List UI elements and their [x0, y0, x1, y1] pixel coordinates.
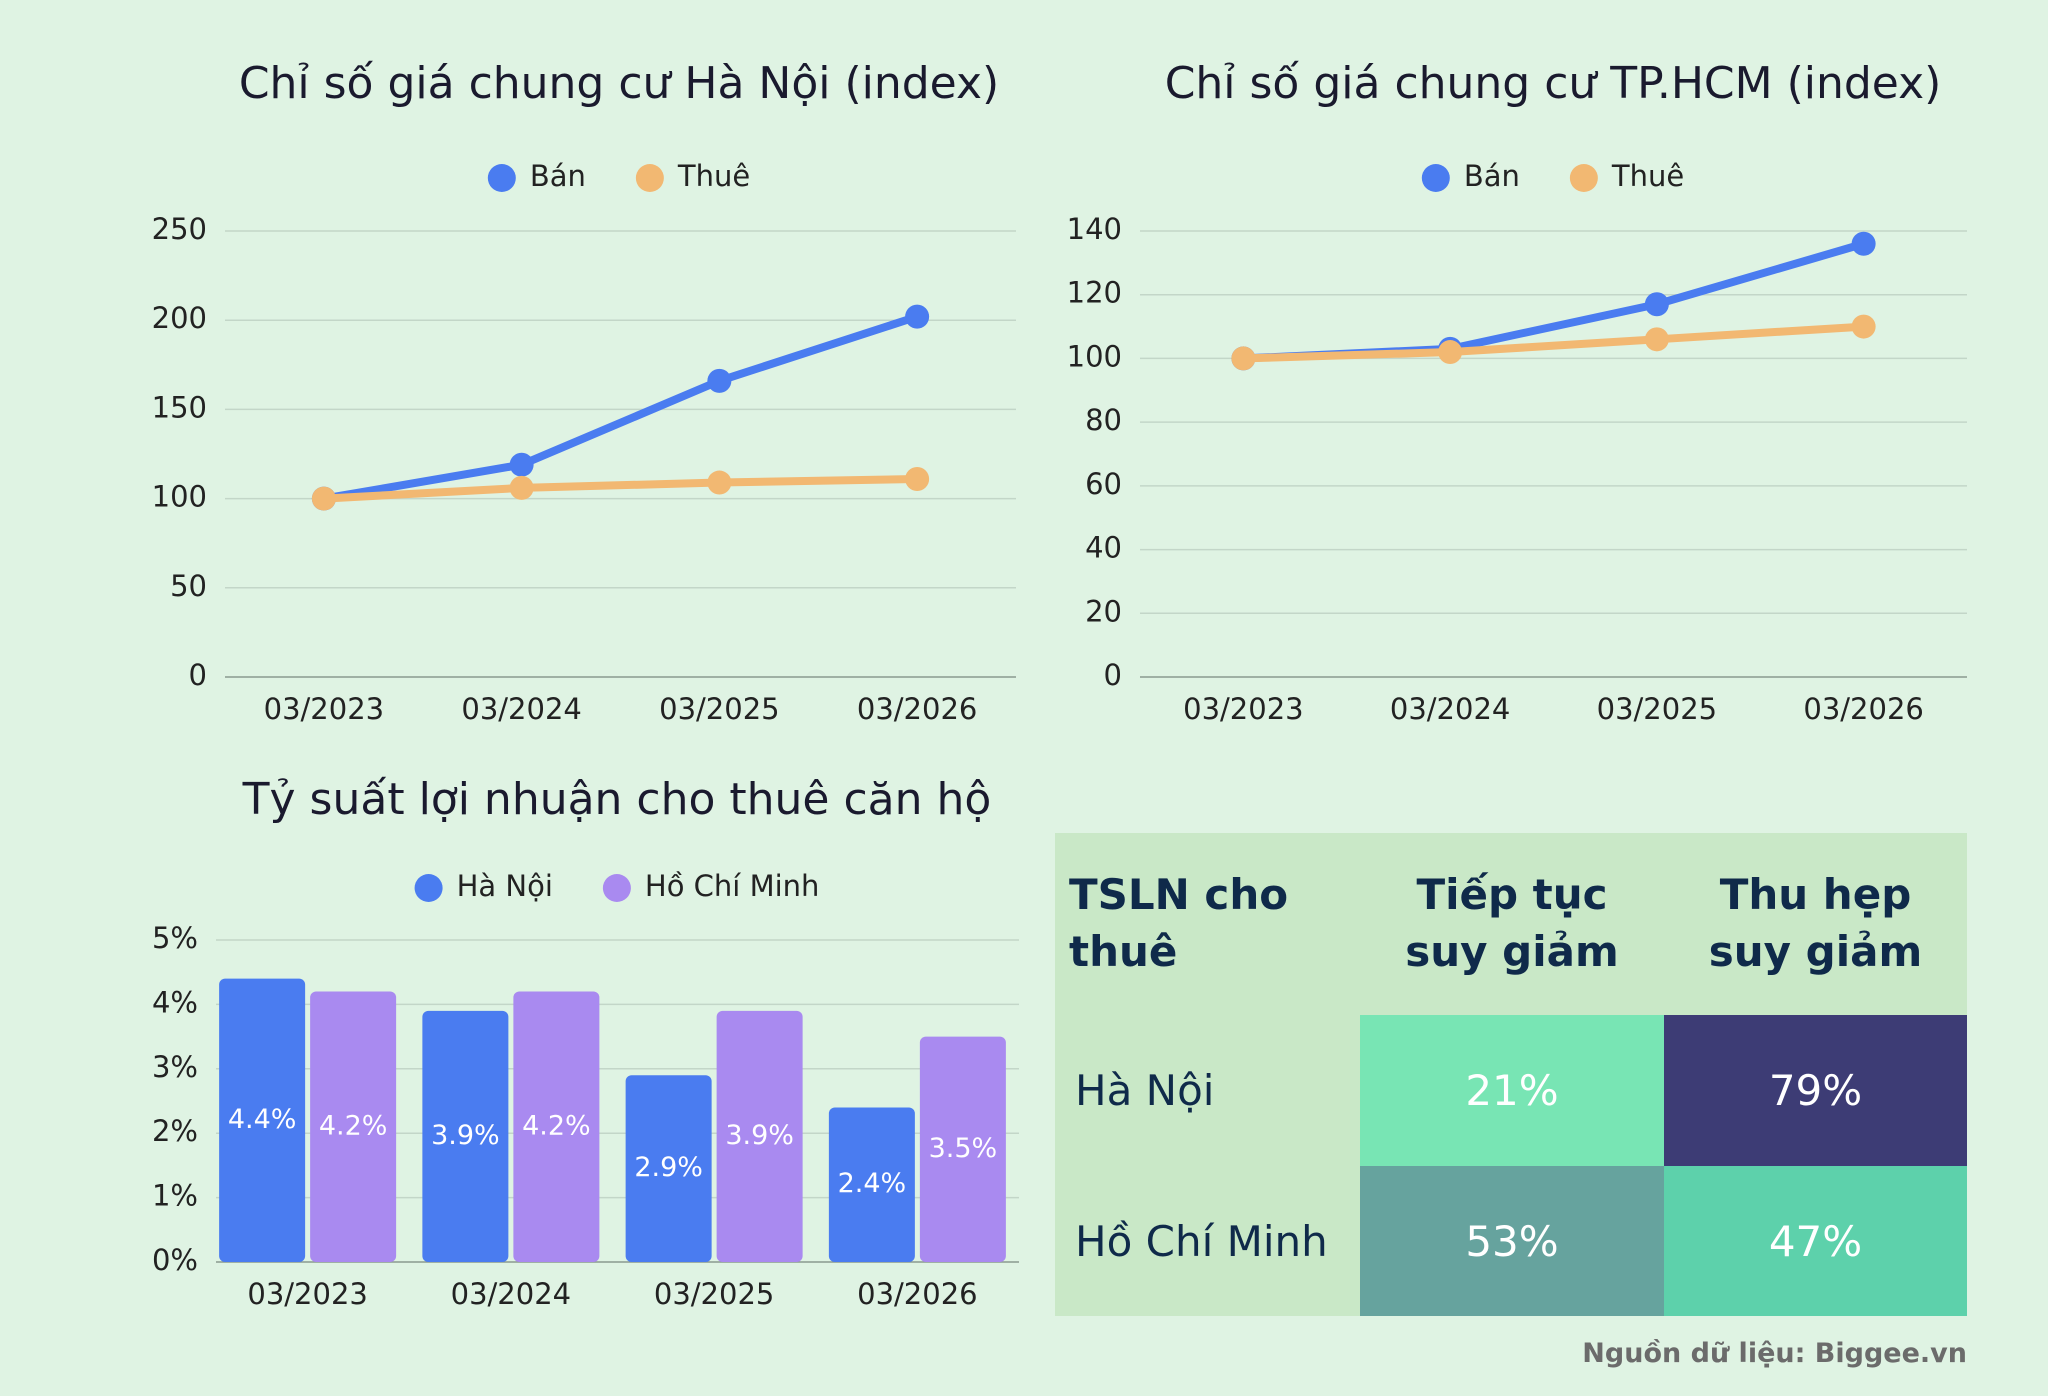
- bar: [422, 1010, 509, 1262]
- row-label: Hồ Chí Minh: [1075, 1216, 1328, 1266]
- row-label: Hà Nội: [1075, 1066, 1215, 1115]
- y-tick-label: 120: [1067, 276, 1122, 310]
- table-cell: 47%: [1664, 1166, 1967, 1316]
- legend-label: Thuê: [677, 159, 750, 193]
- legend-marker: [1569, 164, 1598, 192]
- y-tick-label: 80: [1085, 403, 1122, 437]
- x-tick-label: 03/2025: [654, 1277, 774, 1311]
- line: [319, 312, 922, 503]
- point: [1851, 231, 1876, 256]
- y-tick-label: 2%: [152, 1114, 198, 1148]
- x-tick-label: 03/2026: [857, 692, 977, 726]
- y-tick-label: 0%: [152, 1243, 198, 1277]
- x-tick-label: 03/2026: [857, 1277, 977, 1311]
- y-tick-label: 1%: [152, 1179, 198, 1213]
- table: TSLN cho thuê Tiếp tục suy giảm Thu hẹp …: [1055, 833, 1967, 1316]
- point: [1851, 314, 1876, 339]
- y-tick-label: 50: [170, 569, 207, 603]
- x-tick-label: 03/2025: [1597, 692, 1717, 726]
- bar: [625, 1075, 712, 1262]
- y-tick-label: 140: [1067, 212, 1122, 246]
- bar: [310, 991, 397, 1262]
- x-tick-label: 03/2025: [659, 692, 779, 726]
- y-tick-label: 20: [1085, 594, 1122, 628]
- table-cell: 21%: [1360, 1015, 1664, 1166]
- y-tick-label: 100: [1067, 339, 1122, 373]
- legend-marker: [414, 874, 443, 902]
- point: [1231, 346, 1256, 371]
- line: [1239, 239, 1868, 363]
- point: [509, 475, 534, 500]
- y-tick-label: 4%: [152, 985, 198, 1019]
- y-tick-label: 5%: [152, 921, 198, 955]
- point: [1644, 327, 1669, 352]
- table-header: TSLN cho thuê: [1069, 870, 1289, 976]
- line: [319, 474, 922, 503]
- point: [509, 452, 534, 477]
- point: [905, 304, 930, 329]
- x-tick-label: 03/2024: [451, 1277, 571, 1311]
- value-label: 4.2%: [319, 1110, 388, 1141]
- chart-title: Chỉ số giá chung cư TP.HCM (index): [1165, 58, 1942, 109]
- legend-label: Bán: [530, 159, 586, 193]
- point: [311, 486, 336, 511]
- source: Nguồn dữ liệu: Biggee.vn: [1582, 1338, 1967, 1369]
- table-cell: 79%: [1664, 1015, 1967, 1166]
- x-tick-label: 03/2024: [1390, 692, 1510, 726]
- y-tick-label: 60: [1085, 467, 1122, 501]
- point: [707, 368, 732, 393]
- legend-marker: [635, 164, 664, 192]
- value-label: 4.2%: [522, 1110, 591, 1141]
- y-tick-label: 3%: [152, 1050, 198, 1084]
- legend-label: Hà Nội: [457, 869, 553, 903]
- legend-marker: [487, 164, 516, 192]
- y-tick-label: 40: [1085, 531, 1122, 565]
- legend-marker: [1421, 164, 1450, 192]
- line: [1239, 322, 1868, 363]
- chart-title: Tỷ suất lợi nhuận cho thuê căn hộ: [242, 774, 992, 825]
- y-tick-label: 0: [1104, 658, 1122, 692]
- table-cell: 53%: [1360, 1166, 1664, 1316]
- bar: [219, 978, 306, 1262]
- value-label: 2.9%: [634, 1152, 703, 1183]
- value-label: 4.4%: [228, 1104, 297, 1135]
- point: [905, 466, 930, 491]
- x-tick-label: 03/2023: [1183, 692, 1303, 726]
- x-tick-label: 03/2024: [461, 692, 581, 726]
- chart-title: Chỉ số giá chung cư Hà Nội (index): [239, 58, 999, 109]
- legend-marker: [602, 874, 631, 902]
- y-tick-label: 150: [152, 390, 207, 424]
- y-tick-label: 200: [152, 301, 207, 335]
- x-tick-label: 03/2023: [264, 692, 384, 726]
- legend-label: Hồ Chí Minh: [645, 869, 820, 903]
- point: [1438, 340, 1463, 365]
- bar: [919, 1036, 1006, 1262]
- point: [707, 470, 732, 495]
- bar: [716, 1010, 803, 1262]
- legend-label: Thuê: [1611, 159, 1684, 193]
- value-label: 3.5%: [929, 1133, 998, 1164]
- value-label: 3.9%: [431, 1120, 500, 1151]
- bar: [513, 991, 600, 1262]
- value-label: 3.9%: [725, 1120, 794, 1151]
- table-header: Thu hẹp suy giảm: [1708, 870, 1923, 976]
- y-tick-label: 100: [152, 480, 207, 514]
- value-label: 2.4%: [838, 1168, 907, 1199]
- legend-label: Bán: [1464, 159, 1520, 193]
- x-tick-label: 03/2023: [247, 1277, 367, 1311]
- bar: [828, 1107, 915, 1262]
- x-tick-label: 03/2026: [1803, 692, 1923, 726]
- y-tick-label: 250: [152, 212, 207, 246]
- y-tick-label: 0: [189, 658, 207, 692]
- point: [1644, 292, 1669, 317]
- table-header: Tiếp tục suy giảm: [1405, 870, 1619, 976]
